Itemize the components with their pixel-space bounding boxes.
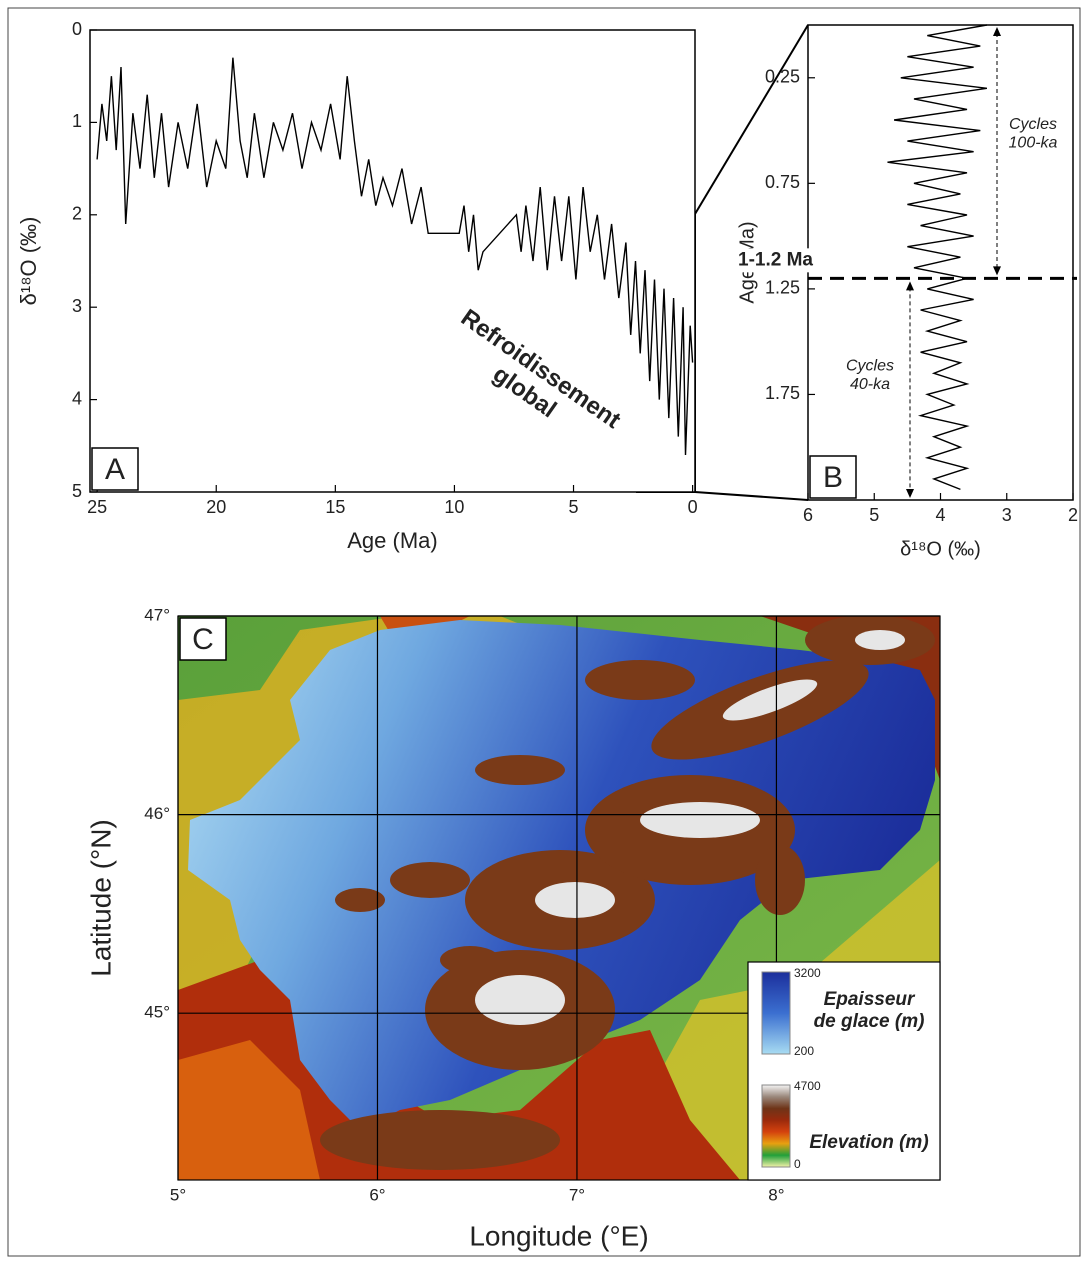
terrain	[178, 616, 940, 1180]
annotation: Cycles	[1009, 116, 1057, 133]
x-tick-label: 7°	[569, 1185, 585, 1204]
colorbar	[761, 1084, 791, 1168]
reference-label: 1-1.2 Ma	[738, 249, 813, 270]
y-tick-label: 0.25	[765, 67, 800, 87]
panel-label-box	[809, 455, 857, 499]
colorbar	[761, 971, 791, 1055]
x-tick-label: 5°	[170, 1185, 186, 1204]
panel-label: C	[192, 623, 214, 656]
data-line	[887, 24, 988, 491]
colorbar-max: 3200	[794, 966, 821, 980]
colorbar-max: 4700	[794, 1079, 821, 1093]
figure-frame	[7, 7, 1081, 1257]
annotation: Epaisseur	[824, 989, 916, 1010]
x-tick-label: 5	[569, 497, 579, 517]
colorbar-min: 0	[794, 1157, 801, 1171]
annotation: Elevation (m)	[809, 1132, 928, 1153]
x-tick-label: 4	[935, 505, 945, 525]
y-tick-label: 1	[72, 111, 82, 131]
y-axis-label: δ¹⁸O (‰)	[16, 217, 41, 306]
x-axis-label: Age (Ma)	[347, 528, 437, 553]
annotation: Cycles	[846, 358, 894, 375]
colorbar-min: 200	[794, 1044, 814, 1058]
x-tick-label: 3	[1002, 505, 1012, 525]
x-tick-label: 10	[444, 497, 464, 517]
y-tick-label: 1.25	[765, 278, 800, 298]
x-tick-label: 15	[325, 497, 345, 517]
reference-label-bg	[736, 248, 836, 273]
x-tick-label: 2	[1068, 505, 1078, 525]
y-tick-label: 1.75	[765, 383, 800, 403]
zoom-connector	[694, 491, 809, 501]
x-tick-label: 25	[87, 497, 107, 517]
panel-label: B	[823, 461, 843, 494]
y-tick-label: 2	[72, 204, 82, 224]
y-tick-label: 47°	[144, 605, 170, 624]
zoom-connector	[694, 24, 809, 215]
panel-label-box	[179, 617, 227, 661]
x-tick-label: 8°	[768, 1185, 784, 1204]
y-tick-label: 4	[72, 388, 82, 408]
x-axis-label: Longitude (°E)	[469, 1220, 648, 1251]
y-axis-label: Latitude (°N)	[85, 819, 116, 977]
plot-frame	[89, 29, 696, 493]
x-tick-label: 20	[206, 497, 226, 517]
x-tick-label: 6	[803, 505, 813, 525]
data-line	[96, 57, 694, 456]
y-tick-label: 3	[72, 296, 82, 316]
annotation: 40-ka	[850, 376, 890, 393]
y-tick-label: 46°	[144, 804, 170, 823]
annotation: 100-ka	[1009, 135, 1058, 152]
y-tick-label: 0.75	[765, 172, 800, 192]
x-tick-label: 6°	[369, 1185, 385, 1204]
x-tick-label: 5	[869, 505, 879, 525]
x-axis-label: δ¹⁸O (‰)	[900, 538, 981, 560]
map-frame	[177, 615, 941, 1181]
plot-frame	[807, 24, 1074, 501]
panel-label: A	[105, 453, 125, 486]
panel-label-box	[91, 447, 139, 491]
y-tick-label: 0	[72, 19, 82, 39]
y-tick-label: 5	[72, 481, 82, 501]
annotation: de glace (m)	[814, 1011, 925, 1032]
x-tick-label: 0	[688, 497, 698, 517]
y-tick-label: 45°	[144, 1003, 170, 1022]
